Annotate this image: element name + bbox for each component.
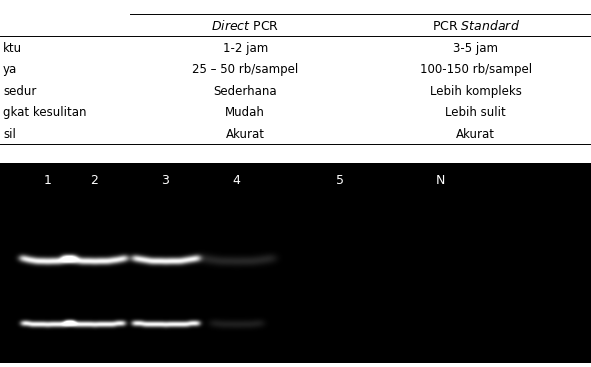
Text: sil: sil (3, 128, 16, 141)
Text: gkat kesulitan: gkat kesulitan (3, 106, 86, 119)
Text: 1: 1 (43, 174, 51, 187)
Text: ya: ya (3, 63, 17, 76)
Text: 3: 3 (161, 174, 170, 187)
Text: 100-150 rb/sampel: 100-150 rb/sampel (420, 63, 532, 76)
Text: PCR $\it{Standard}$: PCR $\it{Standard}$ (431, 19, 520, 33)
Text: 1-2 jam: 1-2 jam (223, 42, 268, 55)
Text: Lebih kompleks: Lebih kompleks (430, 85, 522, 98)
Text: 25 – 50 rb/sampel: 25 – 50 rb/sampel (192, 63, 298, 76)
Text: sedur: sedur (3, 85, 36, 98)
Text: 4: 4 (232, 174, 241, 187)
Text: Sederhana: Sederhana (213, 85, 277, 98)
Text: $\it{Direct}$ PCR: $\it{Direct}$ PCR (211, 19, 280, 33)
Text: 5: 5 (336, 174, 344, 187)
Text: N: N (436, 174, 445, 187)
Text: Lebih sulit: Lebih sulit (446, 106, 506, 119)
Text: ktu: ktu (3, 42, 22, 55)
Text: 3-5 jam: 3-5 jam (453, 42, 498, 55)
Text: Akurat: Akurat (456, 128, 495, 141)
Text: Akurat: Akurat (226, 128, 265, 141)
Text: 2: 2 (90, 174, 99, 187)
Text: Mudah: Mudah (225, 106, 265, 119)
